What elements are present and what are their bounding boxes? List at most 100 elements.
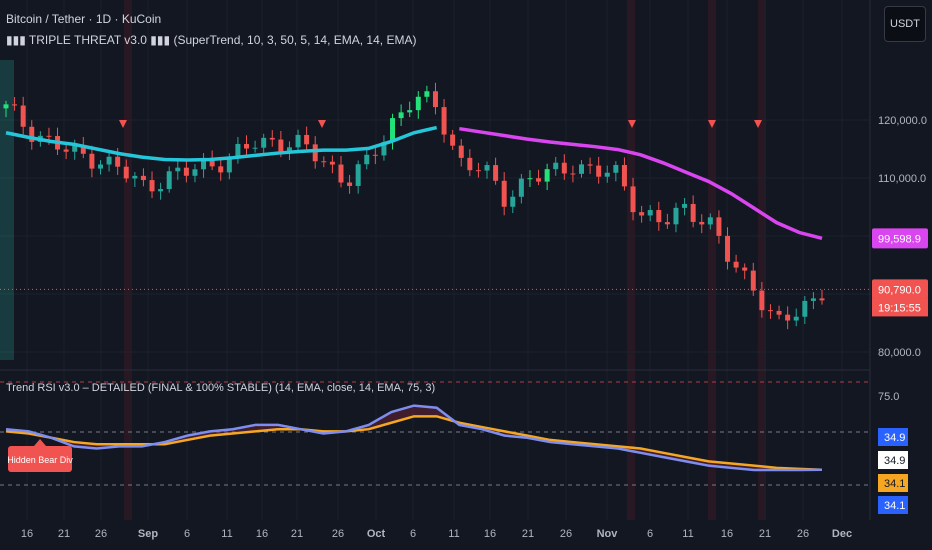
candle-body [733,261,739,268]
rsi-value-badge: 34.1 [884,500,905,512]
rsi-value-badge-bg [878,451,908,469]
candle-body [149,180,155,192]
candle-body [329,161,335,165]
x-tick-label: 6 [184,528,190,540]
y-tick-label: 80,000.0 [878,347,921,359]
candle-body [802,300,808,317]
x-tick-label: 21 [522,528,534,540]
candle-body [192,169,198,176]
rsi-value-badge-bg [878,428,908,446]
moving-averages [0,120,870,290]
candle-body [810,298,816,301]
candle-body [166,171,172,190]
candle-body [63,149,69,152]
candle-body [201,159,207,170]
candle-body [183,167,189,176]
candle-body [140,175,146,181]
candle-body [716,217,722,236]
x-tick-label: 16 [484,528,496,540]
candle-body [647,210,653,216]
candle-body [561,162,567,174]
candle-body [295,134,301,148]
rsi-signal-line [5,415,823,471]
x-tick-label: 21 [291,528,303,540]
rsi-value-badge-bg [878,474,908,492]
candle-body [527,178,533,180]
highlight-band [708,0,716,520]
axes: 120,000.0 110,000.0 80,000.0 99,598.9 90,790… [21,115,928,540]
candle-body [613,165,619,173]
ema-fast-line [5,125,438,162]
x-tick-label: Nov [597,528,619,540]
candle-body [630,186,636,213]
countdown-label: 19:15:55 [878,302,921,314]
y-tick-label: 120,000.0 [878,115,927,127]
x-tick-label: 6 [410,528,416,540]
x-tick-label: 11 [682,528,693,540]
sell-signal-marker [119,120,127,128]
candle-body [80,145,86,154]
indicator-legend[interactable]: ▮▮▮ TRIPLE THREAT v3.0 ▮▮▮ (SuperTrend, … [6,33,417,47]
candle-body [467,157,473,171]
candle-body [458,145,464,158]
candle-body [372,154,378,156]
candle-body [501,180,507,207]
candle-body [175,167,181,172]
candle-body [673,207,679,225]
candle-body [218,166,224,173]
divergence-label: Hidden Bear Div [7,455,73,465]
candle-body [699,221,705,225]
candle-body [355,164,361,186]
countdown-bg [872,298,928,317]
candle-body [123,166,129,179]
x-tick-label: Sep [138,528,158,540]
x-tick-label: 26 [332,528,344,540]
rsi-legend[interactable]: Trend RSI v3.0 – DETAILED (FINAL & 100% … [6,382,436,394]
candle-body [364,154,370,165]
candle-body [286,147,292,152]
candle-body [244,143,250,149]
candle-body [441,107,447,135]
candle-body [656,210,662,223]
candle-body [742,267,748,271]
grid-lines [0,119,870,353]
candle-body [269,137,275,140]
candle-body [604,172,610,177]
y-tick-label: 110,000.0 [878,173,926,185]
candle-body [432,91,438,108]
candle-body [510,196,516,207]
candle-body [664,222,670,225]
candle-body [72,145,78,152]
divergence-pointer [34,439,46,446]
candle-body [518,178,524,197]
candle-body [12,104,18,106]
candle-body [29,126,35,142]
candle-body [759,290,765,311]
candle-body [767,310,773,312]
candle-body [97,164,103,169]
candle-body [578,164,584,174]
candle-body [682,203,688,208]
x-tick-label: 16 [721,528,733,540]
candle-body [407,110,413,113]
divergence-label-bg [8,446,72,472]
candle-body [415,96,421,111]
candle-body [596,165,602,177]
candle-body [46,135,52,137]
x-tick-label: 11 [448,528,459,540]
candle-body [158,189,164,192]
x-tick-label: 16 [21,528,33,540]
candle-body [544,169,550,182]
candle-body [690,203,696,222]
candle-body [89,153,95,169]
candle-body [321,161,327,163]
candle-body [587,164,593,166]
rsi-value-badge-bg [878,496,908,514]
x-tick-label: 16 [256,528,268,540]
rsi-line [5,404,823,472]
candle-body [819,298,825,301]
currency-button[interactable]: USDT [884,6,926,42]
candle-body [450,134,456,146]
